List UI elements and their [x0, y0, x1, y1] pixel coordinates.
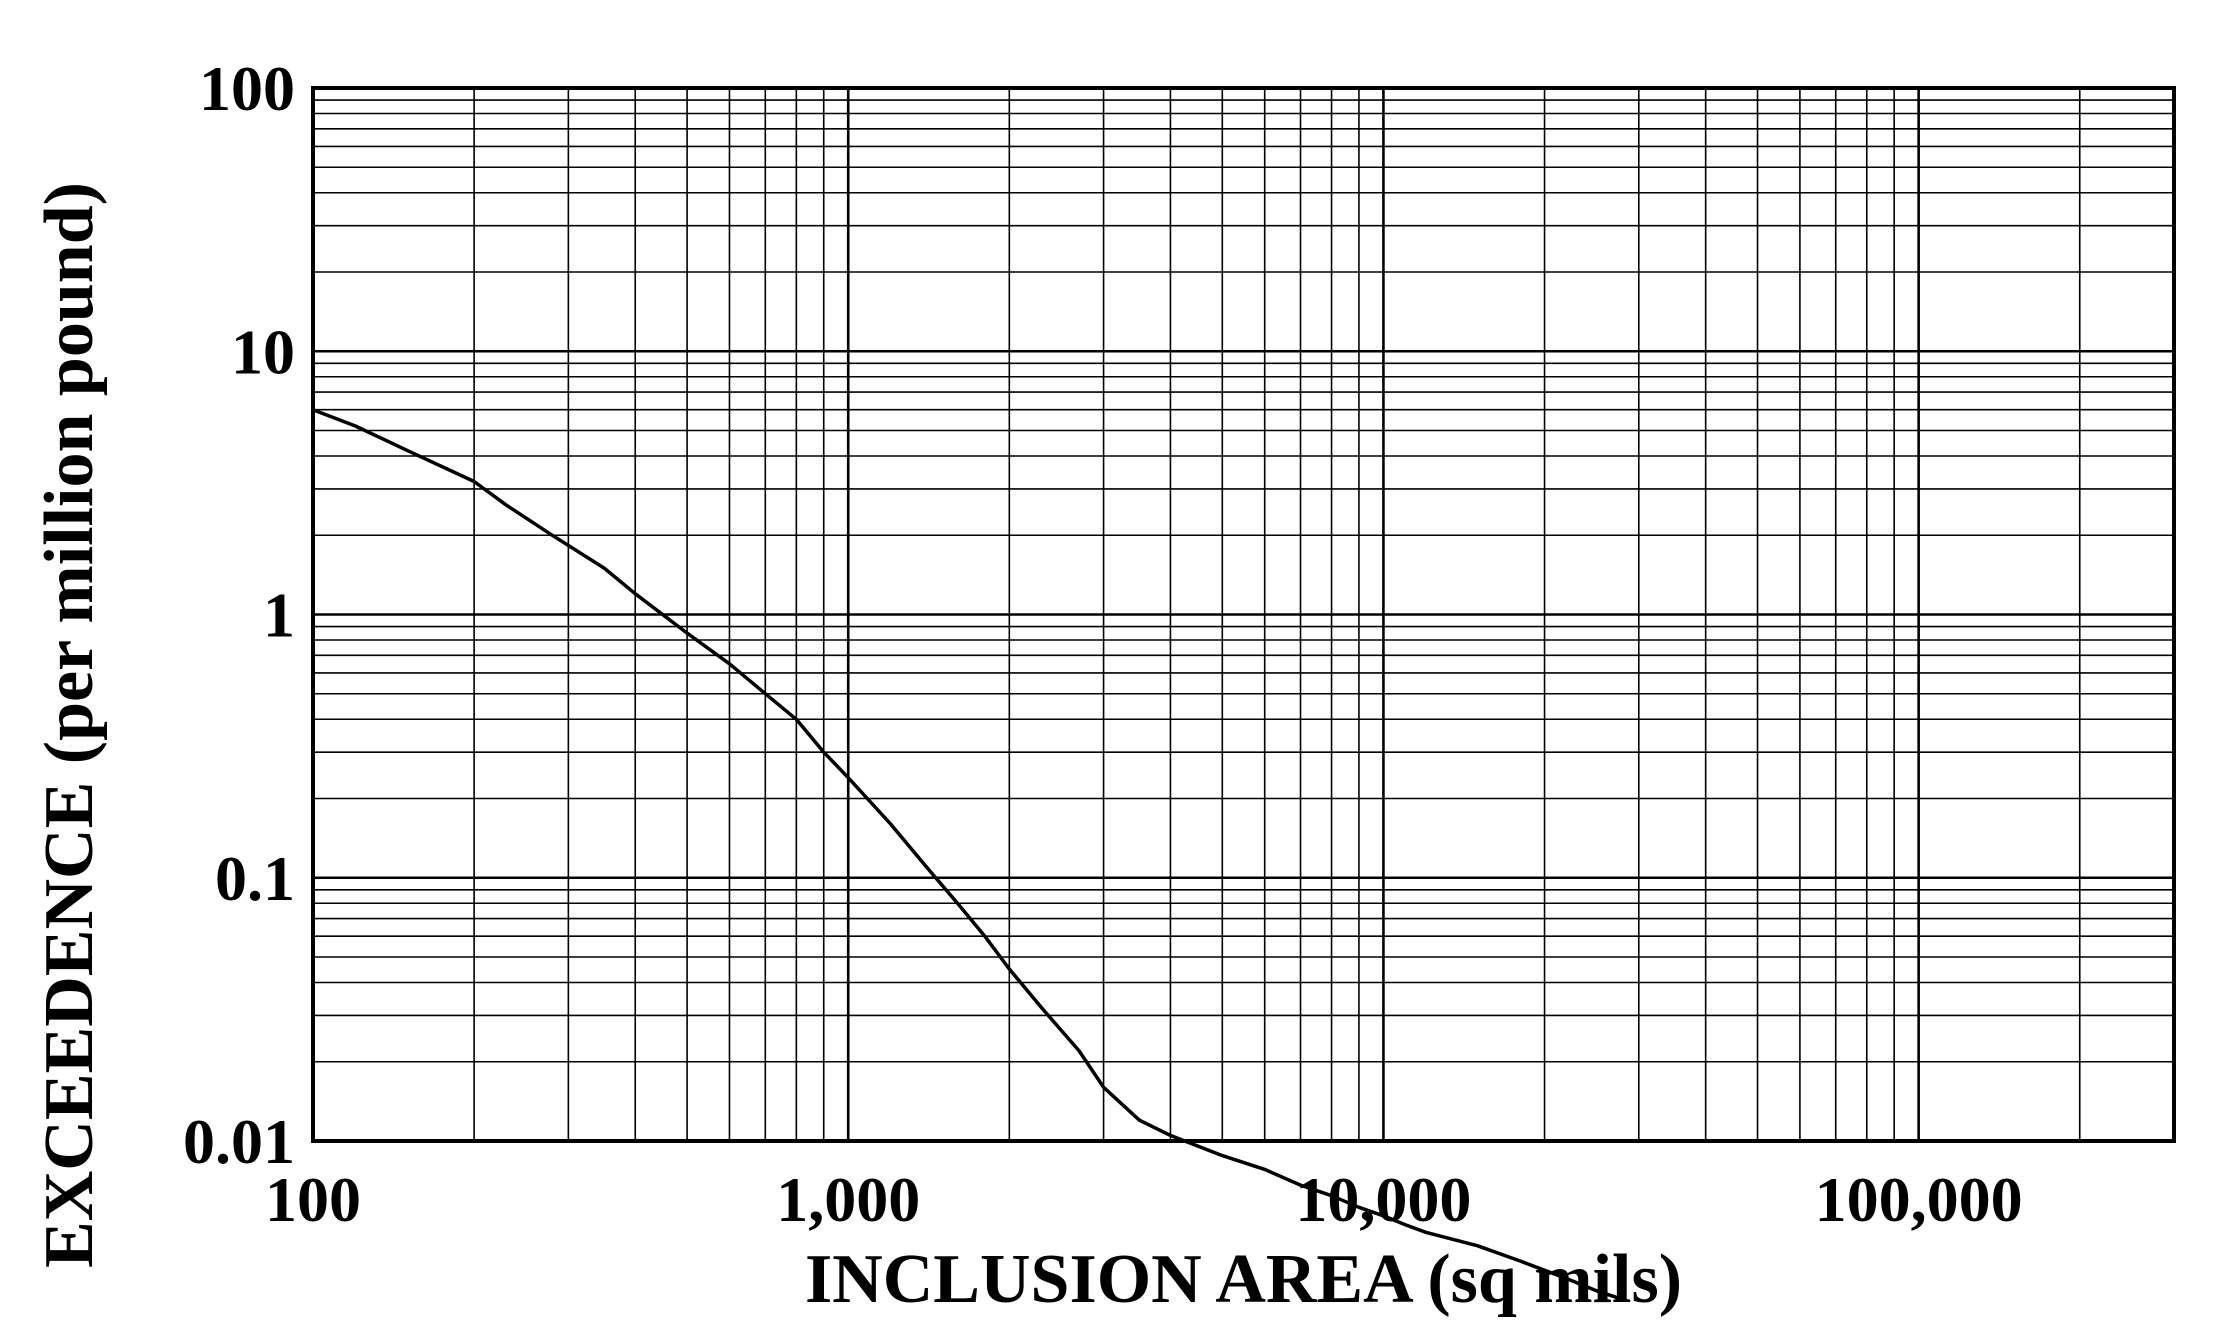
y-tick-label: 0.01	[183, 1106, 295, 1177]
y-tick-label: 10	[231, 316, 295, 387]
x-tick-label: 1,000	[776, 1164, 920, 1235]
grid-major	[313, 88, 2174, 1141]
x-tick-labels: 100 1,000 10,000 100,000	[265, 1164, 2023, 1235]
series-line-0	[312, 408, 1624, 1302]
x-tick-label: 100,000	[1815, 1164, 2023, 1235]
y-tick-label: 0.1	[215, 843, 295, 914]
x-tick-label: 10,000	[1295, 1164, 1471, 1235]
x-tick-label: 100	[265, 1164, 361, 1235]
y-tick-label: 1	[263, 580, 295, 651]
plot-frame	[311, 86, 2176, 1143]
series-layer	[312, 408, 1624, 1302]
y-tick-label: 100	[199, 53, 295, 124]
y-axis-title: EXCEEDENCE (per million pound)	[31, 182, 108, 1268]
y-tick-labels: 0.01 0.1 1 10 100	[183, 53, 295, 1177]
x-axis-title: INCLUSION AREA (sq mils)	[805, 1241, 1682, 1318]
